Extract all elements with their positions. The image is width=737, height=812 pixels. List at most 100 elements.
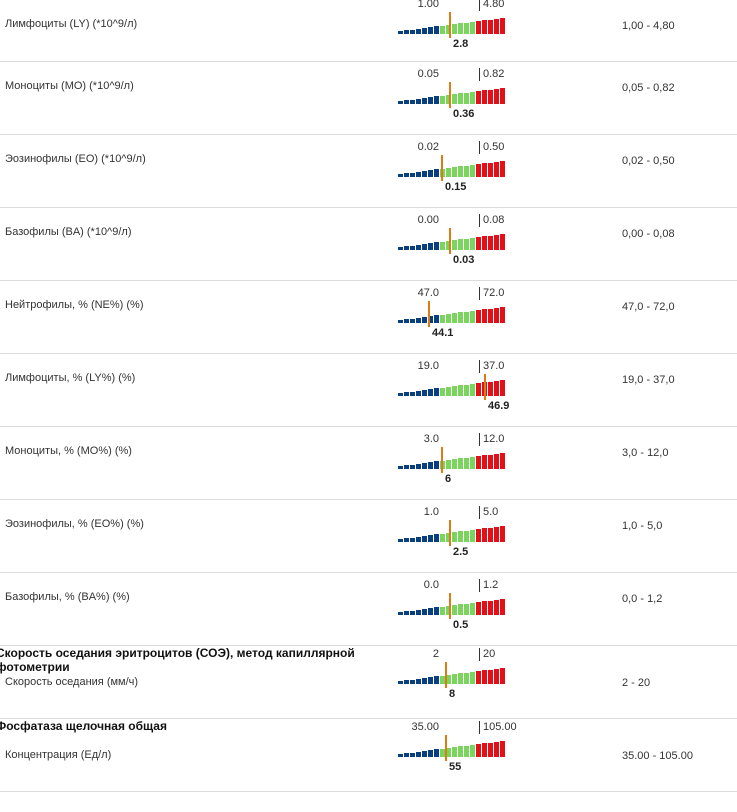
gauge-bar <box>422 389 427 396</box>
gauge-bar <box>488 527 493 542</box>
gauge-bars <box>398 287 524 327</box>
gauge-bar <box>476 744 481 757</box>
gauge-bar <box>404 173 409 177</box>
range-gauge: 1.0 5.0 2.5 <box>398 506 528 578</box>
gauge-bar <box>458 673 463 684</box>
gauge-bar <box>434 607 439 615</box>
gauge-bar <box>446 674 451 684</box>
gauge-bar <box>476 237 481 250</box>
gauge-bar <box>416 609 421 615</box>
gauge-bar <box>494 307 499 323</box>
gauge-bar <box>410 464 415 469</box>
result-row: Моноциты, % (MO%) (%) 3.0 12.0 6 3,0 - 1… <box>0 427 737 500</box>
test-name: Эозинофилы, % (EO%) (%) <box>5 518 144 530</box>
gauge-bar <box>428 677 433 684</box>
range-low-label: 0.00 <box>417 214 439 226</box>
gauge-bar <box>452 747 457 757</box>
test-group-title: Скорость оседания эритроцитов (СОЭ), мет… <box>0 646 355 674</box>
gauge-bar <box>398 31 403 34</box>
gauge-bar <box>458 531 463 542</box>
gauge-bar <box>440 241 445 250</box>
gauge-bar <box>422 677 427 684</box>
gauge-bar <box>476 671 481 684</box>
gauge-bar <box>434 461 439 469</box>
reference-range: 19,0 - 37,0 <box>622 374 675 386</box>
reference-range: 0,0 - 1,2 <box>622 593 663 605</box>
gauge-bar <box>494 234 499 250</box>
gauge-bar <box>452 459 457 469</box>
range-high-label: 0.82 <box>479 68 504 81</box>
gauge-bar <box>488 19 493 34</box>
result-row: Фосфатаза щелочная общая Концентрация (Е… <box>0 719 737 792</box>
gauge-bar <box>494 526 499 542</box>
gauge-bar <box>494 741 499 757</box>
range-gauge: 0.00 0.08 0.03 <box>398 214 528 286</box>
gauge-bar <box>458 385 463 396</box>
range-high-label: 4.80 <box>479 0 504 11</box>
gauge-bar <box>428 243 433 250</box>
gauge-bar <box>398 174 403 177</box>
gauge-bar <box>428 97 433 104</box>
gauge-bar <box>482 528 487 542</box>
result-row: Лимфоциты (LY) (*10^9/л) 1.00 4.80 2.8 1… <box>0 0 737 62</box>
gauge-bar <box>500 526 505 542</box>
range-high-label: 72.0 <box>479 287 504 300</box>
gauge-bar <box>452 94 457 104</box>
gauge-bar <box>482 670 487 684</box>
test-name: Моноциты, % (MO%) (%) <box>5 445 132 457</box>
gauge-bar <box>470 91 475 104</box>
range-low-label: 0.0 <box>423 579 439 591</box>
range-low-label: 1.0 <box>423 506 439 518</box>
gauge-bar <box>488 742 493 757</box>
gauge-bar <box>494 380 499 396</box>
gauge-bar <box>410 245 415 250</box>
range-low-label: 1.00 <box>417 0 439 10</box>
gauge-bar <box>440 314 445 323</box>
value-marker <box>484 374 486 400</box>
gauge-bar <box>482 743 487 757</box>
gauge-bar <box>488 308 493 323</box>
gauge-bar <box>458 746 463 757</box>
gauge-bar <box>494 453 499 469</box>
range-high-label: 0.50 <box>479 141 504 154</box>
gauge-bar <box>428 535 433 542</box>
gauge-bar <box>470 21 475 34</box>
gauge-bar <box>398 681 403 684</box>
gauge-bar <box>494 599 499 615</box>
gauge-bar <box>494 161 499 177</box>
gauge-bar <box>500 453 505 469</box>
gauge-bar <box>458 239 463 250</box>
gauge-bar <box>446 167 451 177</box>
gauge-bar <box>428 27 433 34</box>
range-high-label: 5.0 <box>479 506 498 519</box>
result-value: 2.8 <box>453 38 469 50</box>
range-gauge: 1.00 4.80 2.8 <box>398 0 528 70</box>
gauge-bar <box>398 539 403 542</box>
gauge-bar <box>398 754 403 757</box>
gauge-bar <box>470 602 475 615</box>
range-high-label: 20 <box>479 648 495 661</box>
range-high-label: 105.00 <box>479 721 517 734</box>
gauge-bar <box>422 316 427 323</box>
reference-range: 2 - 20 <box>622 677 651 689</box>
gauge-bar <box>476 21 481 34</box>
result-value: 0.15 <box>445 181 467 193</box>
gauge-bar <box>410 679 415 684</box>
reference-range: 47,0 - 72,0 <box>622 301 675 313</box>
gauge-bar <box>440 25 445 34</box>
gauge-bar <box>452 240 457 250</box>
gauge-bar <box>500 161 505 177</box>
gauge-bar <box>416 244 421 250</box>
gauge-bar <box>446 605 451 615</box>
range-gauge: 35.00 105.00 55 <box>398 721 528 793</box>
gauge-bars <box>398 648 524 688</box>
gauge-bar <box>428 170 433 177</box>
result-row: Эозинофилы (EO) (*10^9/л) 0.02 0.50 0.15… <box>0 135 737 208</box>
gauge-bar <box>398 393 403 396</box>
gauge-bar <box>482 163 487 177</box>
value-marker <box>445 662 447 688</box>
gauge-bar <box>464 672 469 684</box>
range-gauge: 19.0 37.0 46.9 <box>398 360 528 432</box>
test-name: Нейтрофилы, % (NE%) (%) <box>5 299 144 311</box>
gauge-bars <box>398 721 524 761</box>
